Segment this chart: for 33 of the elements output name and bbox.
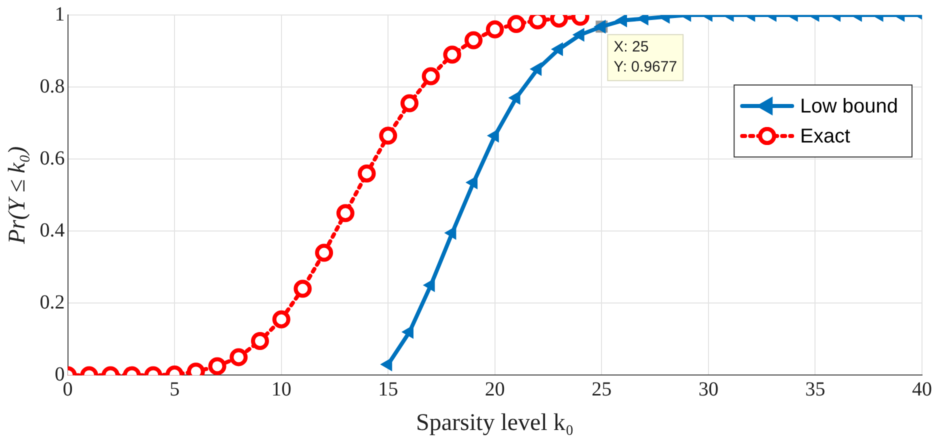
point [444,226,456,240]
point [230,348,248,366]
x-tick-label: 5 [170,378,180,400]
y-axis-title: Pr(Y ≤ k₀) [4,146,31,245]
x-tick-label: 40 [912,378,932,400]
legend-label: Low bound [800,96,898,118]
point [336,204,354,222]
y-tick-label: 0.2 [40,291,65,314]
point [315,244,334,262]
y-tick-label: 0.4 [40,219,65,242]
point [250,332,269,350]
x-tick-label: 10 [271,378,292,400]
x-axis-title: Sparsity level k₀ [416,410,574,436]
x-tick-label: 20 [484,378,505,400]
point [294,280,312,298]
point [402,325,414,339]
x-tick-label: 30 [698,378,718,400]
point [208,357,226,376]
annotation: X: 25 Y: 0.9677 [614,38,678,76]
point [423,278,435,292]
point [379,126,398,145]
y-tick-label: 0 [54,363,65,386]
x-tick-label: 35 [805,378,826,400]
point [380,358,392,371]
legend-label: Exact [800,126,851,148]
point [358,164,376,182]
y-tick-label: 1 [54,3,65,26]
x-tick-label: 25 [592,378,612,400]
y-tick-label: 0.8 [40,75,65,98]
point [272,310,290,328]
y-tick-label: 0.6 [40,147,65,170]
point [487,129,499,142]
x-tick-label: 15 [378,378,398,400]
